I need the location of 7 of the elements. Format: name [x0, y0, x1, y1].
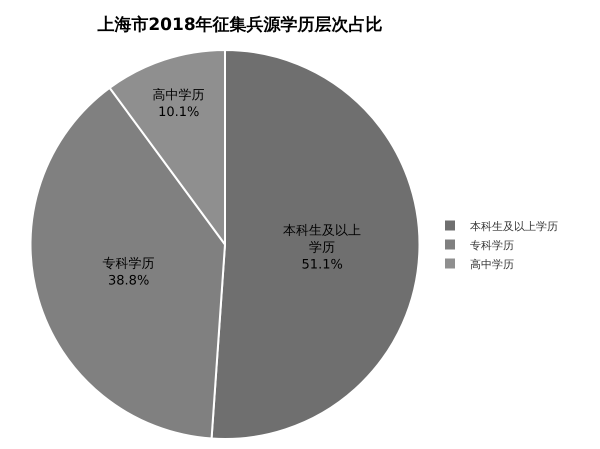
- chart-title: 上海市2018年征集兵源学历层次占比: [96, 14, 383, 35]
- legend-label: 本科生及以上学历: [470, 220, 558, 233]
- data-label: 专科学历38.8%: [102, 256, 155, 288]
- legend-label: 高中学历: [470, 258, 514, 271]
- legend-label: 专科学历: [470, 238, 514, 252]
- data-label: 高中学历10.1%: [152, 87, 205, 120]
- data-label: 本科生及以上学历51.1%: [283, 223, 362, 272]
